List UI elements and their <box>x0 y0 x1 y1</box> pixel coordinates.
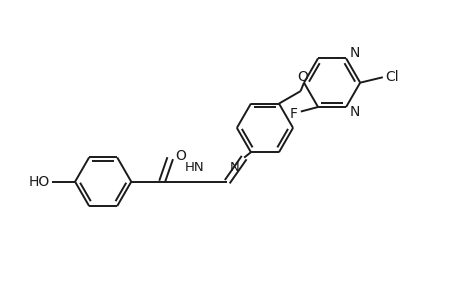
Text: Cl: Cl <box>385 70 398 84</box>
Text: F: F <box>290 107 297 121</box>
Text: N: N <box>349 46 359 60</box>
Text: O: O <box>297 70 307 84</box>
Text: N: N <box>230 160 239 174</box>
Text: HN: HN <box>185 160 204 174</box>
Text: O: O <box>175 149 186 163</box>
Text: N: N <box>349 105 359 119</box>
Text: HO: HO <box>29 175 50 189</box>
